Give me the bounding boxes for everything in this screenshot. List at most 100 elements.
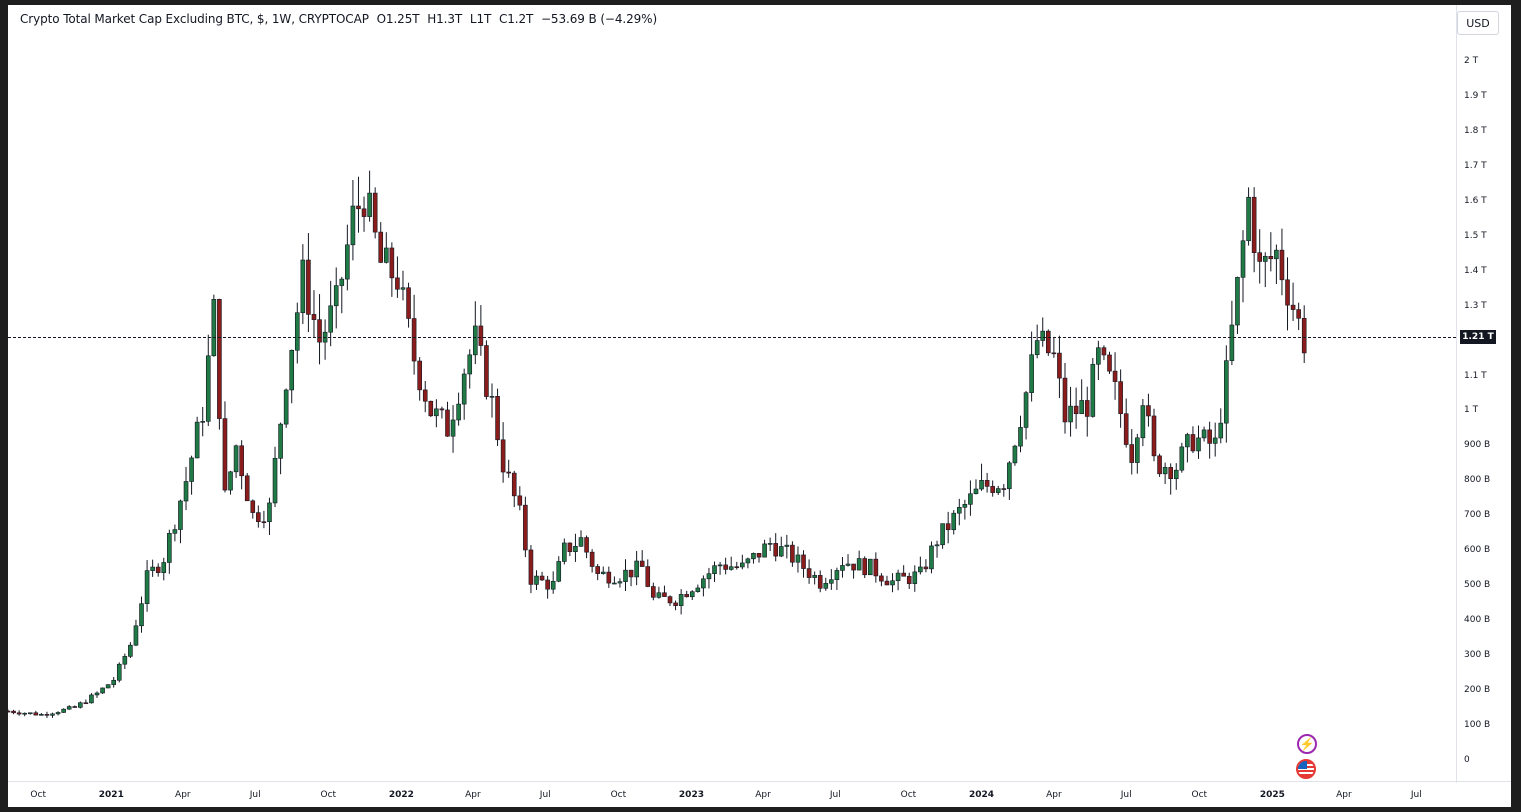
candle-up[interactable] [233,445,239,473]
candle-up[interactable] [183,481,189,502]
candle-down[interactable] [589,551,595,567]
candle-up[interactable] [283,389,289,425]
candle-down[interactable] [217,298,222,419]
candle-down[interactable] [439,408,445,411]
candle-up[interactable] [1173,469,1179,479]
candle-up[interactable] [1023,392,1029,428]
candle-up[interactable] [562,542,567,562]
candle-up[interactable] [100,687,105,694]
candle-down[interactable] [673,602,678,606]
lightning-icon[interactable]: ⚡ [1297,734,1317,754]
candle-up[interactable] [767,543,773,545]
candle-down[interactable] [406,287,411,319]
candle-down[interactable] [862,558,868,576]
candle-up[interactable] [840,565,845,571]
candle-up[interactable] [1201,429,1207,439]
candle-down[interactable] [539,575,545,581]
candle-up[interactable] [1079,400,1084,415]
candle-down[interactable] [1251,196,1257,253]
candle-up[interactable] [194,421,200,459]
candle-down[interactable] [873,558,879,577]
candle-up[interactable] [228,471,233,491]
candle-down[interactable] [478,325,484,346]
candle-up[interactable] [534,575,539,585]
candle-up[interactable] [122,656,128,665]
candle-down[interactable] [250,500,256,513]
price-axis[interactable] [1456,5,1457,783]
time-axis[interactable] [8,781,1511,782]
candle-down[interactable] [239,445,244,477]
candle-up[interactable] [706,573,712,580]
candle-up[interactable] [1162,467,1168,475]
candle-down[interactable] [1073,405,1079,415]
candle-up[interactable] [328,305,333,333]
candle-down[interactable] [884,580,890,586]
candle-up[interactable] [450,419,456,437]
candle-down[interactable] [1257,252,1263,262]
candle-down[interactable] [511,472,517,497]
candle-down[interactable] [1157,455,1162,475]
candle-down[interactable] [1101,347,1107,356]
candle-up[interactable] [912,571,918,584]
candle-up[interactable] [205,355,211,422]
candle-up[interactable] [962,504,968,508]
candle-up[interactable] [728,566,734,570]
candle-up[interactable] [812,575,817,578]
candle-up[interactable] [128,644,133,657]
candle-down[interactable] [817,575,823,589]
candle-down[interactable] [645,566,651,587]
candle-down[interactable] [567,542,573,553]
candle-down[interactable] [1084,400,1090,417]
candle-down[interactable] [1107,354,1112,372]
candle-up[interactable] [150,566,155,571]
candle-down[interactable] [1151,415,1157,457]
candle-up[interactable] [689,591,695,598]
candle-up[interactable] [995,488,1001,493]
candle-down[interactable] [411,318,417,362]
candle-up[interactable] [1040,330,1046,341]
candle-down[interactable] [44,714,50,716]
chart-pane[interactable]: 2.1 T2 T1.9 T1.8 T1.7 T1.6 T1.5 T1.4 T1.… [8,5,1511,807]
candle-down[interactable] [990,486,995,493]
candle-down[interactable] [667,596,673,604]
candle-up[interactable] [473,325,478,356]
candle-down[interactable] [11,710,16,714]
candle-down[interactable] [606,571,612,584]
candle-up[interactable] [712,565,717,574]
candle-down[interactable] [372,192,378,233]
candle-down[interactable] [723,564,728,570]
candle-down[interactable] [756,553,762,558]
candle-down[interactable] [8,710,11,713]
candle-up[interactable] [1140,405,1146,439]
candle-up[interactable] [1196,437,1201,452]
candle-down[interactable] [1301,317,1307,354]
candle-down[interactable] [1118,381,1123,415]
candle-up[interactable] [856,558,862,571]
candle-up[interactable] [623,569,628,582]
candle-up[interactable] [751,553,756,560]
candle-up[interactable] [1274,249,1279,260]
legend-title[interactable]: Crypto Total Market Cap Excluding BTC, $… [20,12,369,26]
candle-up[interactable] [1235,277,1240,326]
candle-down[interactable] [1129,444,1135,463]
candle-up[interactable] [61,708,66,713]
candle-up[interactable] [139,603,144,627]
candle-down[interactable] [495,396,500,441]
candle-up[interactable] [867,558,873,576]
candle-up[interactable] [956,506,962,514]
candle-up[interactable] [55,712,61,715]
candle-up[interactable] [434,408,439,417]
candle-up[interactable] [400,287,406,290]
candle-up[interactable] [1068,405,1073,423]
candle-up[interactable] [189,457,194,482]
candle-down[interactable] [1285,279,1290,306]
candle-down[interactable] [244,475,250,502]
candle-up[interactable] [1029,354,1034,393]
symbol-legend[interactable]: Crypto Total Market Cap Excluding BTC, $… [20,12,661,26]
candle-up[interactable] [27,712,33,715]
candle-down[interactable] [506,471,511,474]
candle-up[interactable] [895,572,901,582]
candle-down[interactable] [395,277,400,290]
candle-up[interactable] [161,562,167,573]
candle-up[interactable] [350,205,356,246]
